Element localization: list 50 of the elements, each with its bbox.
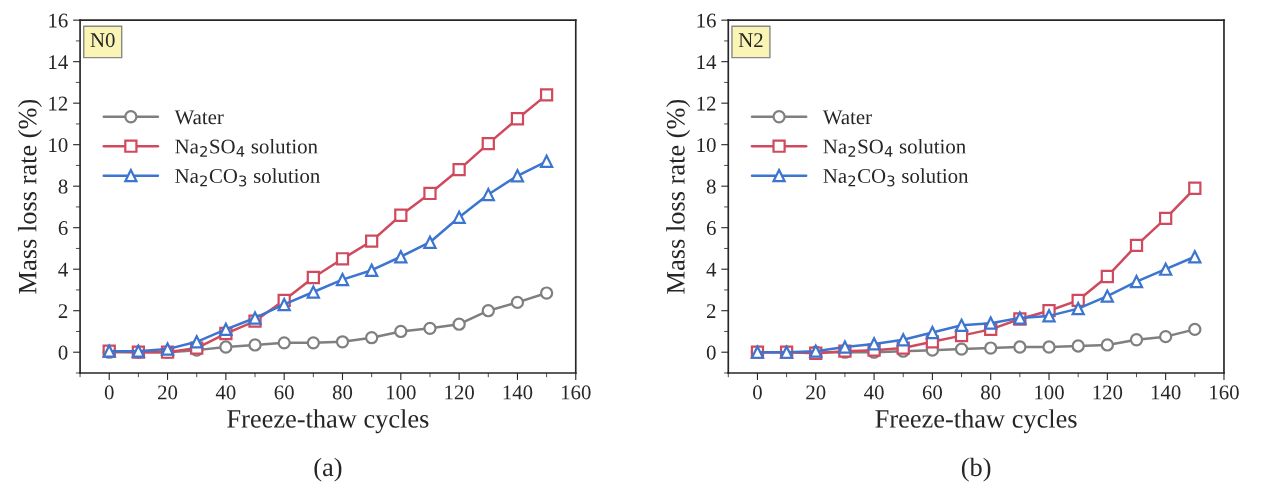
x-tick-label: 100 — [1035, 385, 1064, 400]
y-tick-label: 4 — [58, 262, 68, 277]
x-tick-label: 140 — [1151, 385, 1181, 400]
legend-label: Water — [174, 110, 224, 125]
x-tick-label: 140 — [503, 385, 533, 400]
x-tick-label: 20 — [806, 385, 826, 400]
x-tick-label: 0 — [104, 385, 114, 400]
annotation: N2 — [738, 33, 763, 47]
y-tick-label: 2 — [58, 304, 68, 318]
y-tick-label: 8 — [58, 179, 68, 194]
y-tick-label: 6 — [58, 221, 68, 236]
x-tick-label: 40 — [864, 385, 884, 400]
y-tick-label: 10 — [697, 138, 716, 153]
y-tick-label: 4 — [706, 262, 717, 277]
x-tick-label: 120 — [445, 385, 474, 400]
y-tick-label: 8 — [706, 179, 716, 194]
y-tick-label: 14 — [697, 55, 717, 69]
text: (a) — [314, 457, 342, 482]
legend-label: Na$_{2}$CO$_{3}$ solution — [175, 168, 320, 187]
x-tick-label: 80 — [981, 385, 1001, 400]
y-tick-label: 2 — [706, 304, 716, 318]
y-tick-label: 16 — [697, 13, 716, 28]
x-tick-label: 60 — [274, 385, 294, 400]
y-tick-label: 12 — [49, 96, 68, 111]
y-tick-label: 16 — [49, 13, 68, 28]
text: (b) — [961, 457, 991, 482]
x-tick-label: 40 — [215, 385, 236, 400]
y-tick-label: 0 — [706, 345, 716, 360]
x-axis-title: Freeze-thaw cycles — [875, 409, 1077, 434]
x-tick-label: 60 — [922, 385, 943, 400]
y-tick-label: 10 — [49, 138, 68, 153]
y-tick-label: 0 — [58, 345, 68, 360]
x-tick-label: 80 — [332, 385, 353, 400]
x-tick-label: 0 — [753, 385, 762, 400]
y-tick-label: 14 — [49, 55, 68, 69]
y-tick-label: 6 — [706, 221, 716, 236]
legend-label: Na$_{2}$SO$_{4}$ solution — [823, 138, 966, 157]
legend-label: Na$_{2}$CO$_{3}$ solution — [823, 168, 969, 187]
legend-label: Na$_{2}$SO$_{4}$ solution — [175, 138, 318, 157]
legend-label: Water — [822, 110, 872, 125]
x-tick-label: 20 — [158, 385, 178, 400]
x-tick-label: 100 — [387, 385, 416, 400]
x-tick-label: 160 — [561, 385, 591, 400]
y-axis-title: Mass loss rate (%) — [17, 99, 42, 294]
x-axis-title: Freeze-thaw cycles — [227, 409, 429, 434]
annotation: N0 — [90, 33, 115, 48]
y-axis-title: Mass loss rate (%) — [666, 99, 691, 294]
y-tick-label: 12 — [697, 96, 716, 111]
x-tick-label: 120 — [1093, 385, 1123, 400]
x-tick-label: 160 — [1210, 385, 1239, 400]
